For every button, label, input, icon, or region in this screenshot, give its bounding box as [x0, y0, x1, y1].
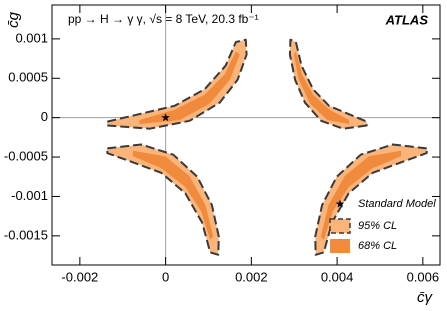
contour-region — [106, 38, 248, 130]
x-tick-label: 0.004 — [321, 269, 354, 284]
chart-title: pp → H → γ γ, √s = 8 TeV, 20.3 fb⁻¹ — [68, 12, 259, 26]
legend-label: 68% CL — [358, 240, 397, 252]
point-marker — [161, 113, 170, 122]
legend-swatch — [330, 239, 350, 253]
y-tick-label: -0.001 — [11, 188, 48, 203]
y-tick-label: 0.0005 — [8, 70, 48, 85]
contour-region — [314, 143, 428, 256]
x-tick-label: 0.002 — [235, 269, 268, 284]
contour-region — [133, 150, 214, 240]
x-tick-label: 0.006 — [407, 269, 440, 284]
contour-region — [320, 150, 401, 240]
legend-swatch — [329, 218, 351, 234]
legend-label: Standard Model — [358, 198, 436, 210]
legend-label: 95% CL — [358, 220, 397, 232]
experiment-label: ATLAS — [385, 12, 429, 27]
contour-region — [106, 143, 220, 256]
y-tick-label: -0.0005 — [4, 148, 48, 163]
plot-frame — [51, 4, 441, 266]
y-tick-label: -0.0015 — [4, 227, 48, 242]
contour-region — [288, 38, 368, 130]
x-tick-label: -0.002 — [61, 269, 98, 284]
x-tick-label: 0 — [162, 269, 169, 284]
y-axis-label: c̄g — [5, 11, 22, 28]
y-tick-label: 0.001 — [15, 30, 48, 45]
contour-region — [293, 51, 350, 124]
y-tick-label: 0 — [41, 109, 48, 124]
contour-region — [139, 51, 240, 124]
x-axis-label: c̄γ — [417, 289, 434, 306]
legend-marker — [335, 199, 345, 208]
